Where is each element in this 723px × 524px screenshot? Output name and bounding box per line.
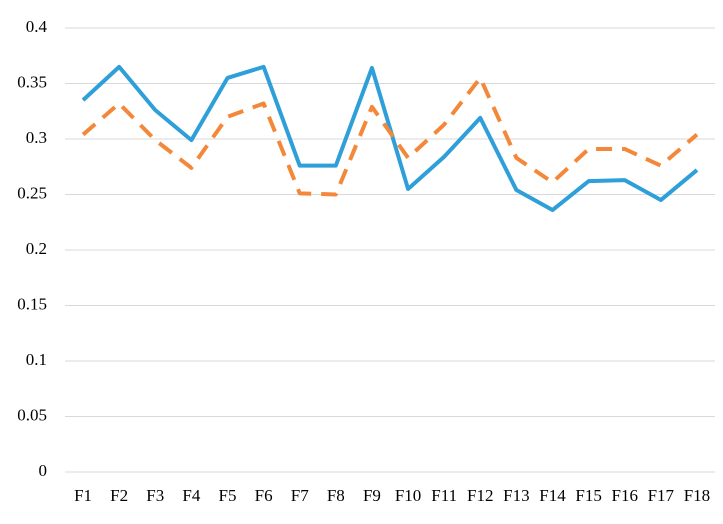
x-tick-label: F11 (431, 486, 457, 505)
y-tick-label: 0.2 (26, 239, 47, 258)
x-tick-label: F13 (503, 486, 529, 505)
x-tick-label: F12 (467, 486, 493, 505)
x-tick-label: F18 (684, 486, 710, 505)
x-tick-label: F17 (648, 486, 675, 505)
series-line (81, 64, 699, 213)
y-tick-label: 0.15 (17, 294, 47, 313)
y-tick-label: 0.1 (26, 350, 47, 369)
x-tick-label: F8 (327, 486, 345, 505)
x-tick-label: F4 (182, 486, 200, 505)
y-tick-label: 0.25 (17, 183, 47, 202)
y-tick-label: 0.35 (17, 72, 47, 91)
x-tick-label: F7 (291, 486, 309, 505)
x-tick-label: F6 (255, 486, 273, 505)
x-tick-label: F10 (395, 486, 421, 505)
series-line (81, 75, 699, 197)
x-tick-label: F1 (74, 486, 92, 505)
y-tick-label: 0.3 (26, 128, 47, 147)
x-tick-label: F16 (611, 486, 637, 505)
y-tick-label: 0.4 (26, 17, 48, 36)
y-tick-label: 0.05 (17, 405, 47, 424)
x-tick-label: F5 (219, 486, 237, 505)
x-tick-label: F14 (539, 486, 566, 505)
x-tick-label: F3 (146, 486, 164, 505)
x-tick-label: F15 (575, 486, 601, 505)
x-tick-label: F2 (110, 486, 128, 505)
x-tick-label: F9 (363, 486, 381, 505)
y-tick-label: 0 (39, 461, 48, 480)
